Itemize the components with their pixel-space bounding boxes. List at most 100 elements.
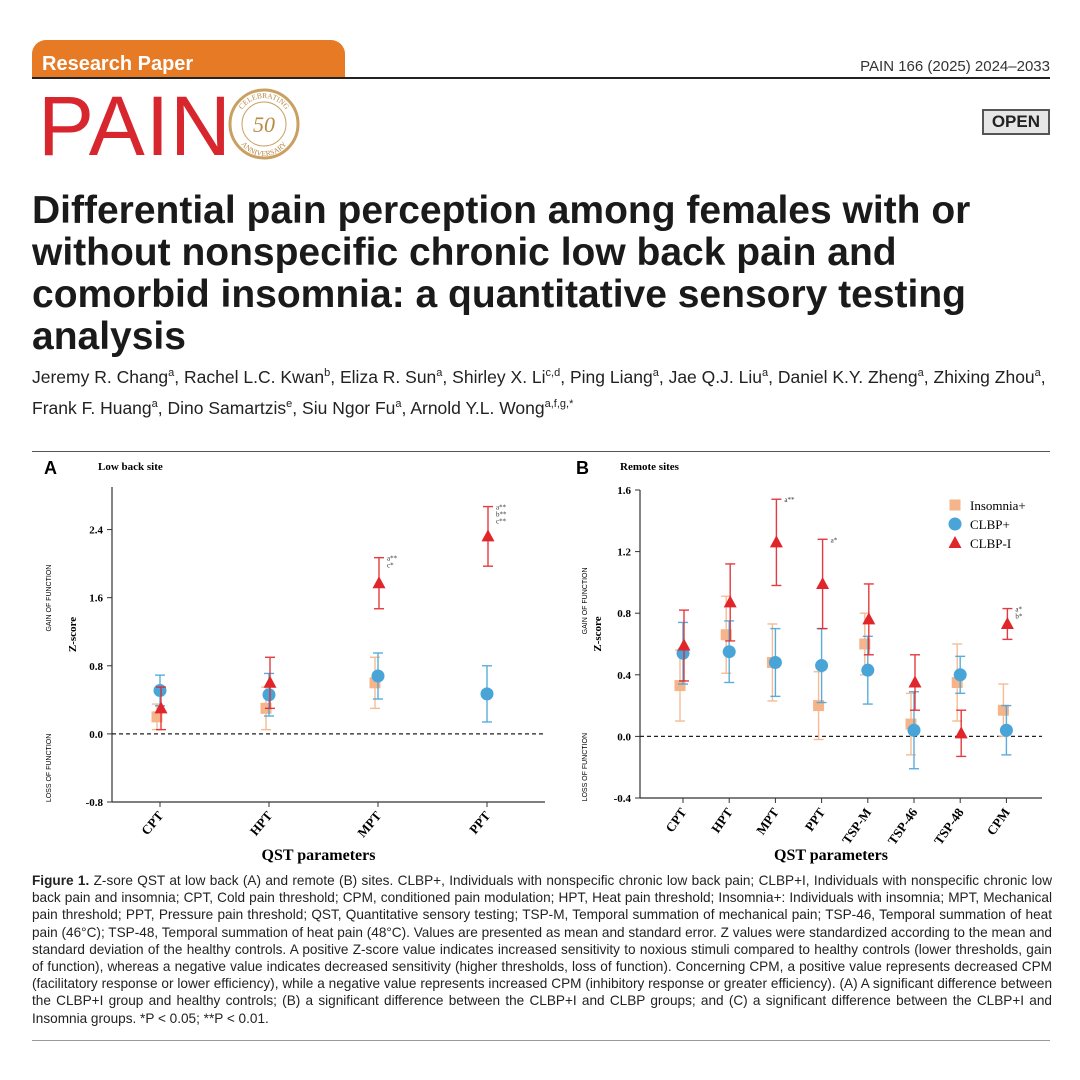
marker	[905, 718, 917, 730]
x-tick-label: CPT	[138, 808, 166, 838]
y-axis-label: Z-score	[592, 616, 604, 651]
author-name: Zhixing Zhou	[933, 366, 1035, 387]
author-list: Jeremy R. Changa Rachel L.C. Kwanb Eliza…	[32, 360, 1062, 422]
marker	[720, 629, 732, 641]
author: Arnold Y.L. Wonga,f,g,*	[410, 398, 573, 418]
y-tick-label: -0.4	[614, 793, 632, 805]
legend-label: Insomnia+	[970, 498, 1026, 513]
author: Ping Lianga	[570, 367, 664, 387]
rule	[32, 451, 1050, 452]
marker	[371, 669, 385, 683]
gain-label: GAIN OF FUNCTION	[582, 567, 589, 634]
y-tick-label: 1.6	[89, 593, 103, 605]
author-affiliation: b	[324, 367, 331, 379]
author-affiliation: e	[286, 397, 293, 410]
marker	[907, 723, 921, 737]
marker	[677, 638, 691, 651]
author: Dino Samartzise	[168, 398, 298, 418]
author: Jeremy R. Changa	[32, 367, 179, 387]
legend-marker	[949, 499, 961, 511]
x-tick-label: HPT	[708, 805, 736, 836]
marker	[154, 701, 168, 714]
section-label: Research Paper	[32, 40, 345, 77]
author: Rachel L.C. Kwanb	[184, 367, 335, 387]
y-tick-label: 1.2	[617, 547, 631, 559]
y-axis-label: Z-score	[67, 617, 79, 652]
journal-logo: PAIN	[38, 79, 232, 173]
marker	[262, 688, 276, 702]
marker	[1000, 616, 1014, 629]
x-axis-label: QST parameters	[262, 847, 376, 864]
y-tick-label: 0.0	[89, 729, 103, 741]
significance-label: a**	[784, 496, 795, 504]
marker	[954, 726, 968, 739]
x-tick-label: PPT	[466, 808, 493, 837]
emblem-ring	[228, 88, 300, 160]
author-name: Frank F. Huang	[32, 397, 152, 418]
author-name: Shirley X. Li	[452, 366, 546, 387]
caption-text: Z-sore QST at low back (A) and remote (B…	[32, 873, 1053, 1026]
marker	[369, 677, 381, 689]
author-affiliation: a	[652, 367, 659, 379]
significance-label: b*	[1015, 613, 1023, 621]
marker	[816, 576, 830, 589]
emblem-top: CELEBRATING	[237, 91, 292, 112]
marker	[481, 529, 495, 542]
marker	[997, 704, 1009, 716]
author-affiliation: a	[436, 367, 443, 379]
gain-label: GAIN OF FUNCTION	[46, 565, 53, 632]
article-title: Differential pain perception among femal…	[32, 189, 971, 358]
x-tick-label: TSP-46	[885, 805, 921, 848]
panel-letter: A	[44, 458, 57, 478]
author-name: Arnold Y.L. Wong	[410, 397, 545, 418]
legend-marker	[948, 536, 962, 548]
author: Eliza R. Suna	[340, 367, 447, 387]
x-tick-label: CPT	[662, 805, 689, 835]
y-tick-label: 0.8	[89, 661, 103, 673]
y-tick-label: 0.4	[617, 670, 631, 682]
y-tick-label: 0.0	[617, 731, 631, 743]
marker	[908, 675, 922, 688]
significance-label: c*	[387, 562, 394, 570]
author-name: Eliza R. Sun	[340, 366, 437, 387]
marker	[723, 595, 737, 608]
marker	[768, 655, 782, 669]
open-badge: OPEN	[981, 109, 1050, 135]
legend-marker	[948, 517, 962, 531]
marker	[951, 677, 963, 688]
marker	[862, 612, 876, 625]
chart-subtitle: Low back site	[98, 461, 163, 473]
marker	[263, 675, 277, 688]
caption-label: Figure 1.	[32, 873, 90, 888]
marker	[153, 683, 167, 697]
author: Shirley X. Lic,d	[452, 367, 565, 387]
emblem-bottom: ANNIVERSARY	[240, 139, 289, 158]
rule	[32, 1040, 1050, 1041]
author: Frank F. Huanga	[32, 398, 163, 418]
legend-label: CLBP+	[970, 517, 1010, 532]
author-name: Jeremy R. Chang	[32, 366, 169, 387]
x-tick-label: HPT	[247, 808, 276, 838]
author-affiliation: a,f,g,*	[544, 397, 574, 410]
significance-label: b**	[496, 511, 507, 519]
x-tick-label: PPT	[802, 805, 829, 834]
author-name: Rachel L.C. Kwan	[184, 366, 325, 387]
x-tick-label: TSP-48	[931, 805, 967, 848]
y-tick-label: 1.6	[617, 485, 631, 497]
emblem: CELEBRATING ANNIVERSARY 50	[228, 88, 300, 160]
author-affiliation: a	[151, 397, 158, 410]
emblem-ring	[241, 101, 287, 147]
marker	[722, 645, 736, 659]
author-name: Siu Ngor Fu	[302, 397, 396, 418]
marker	[953, 668, 967, 682]
author: Zhixing Zhoua	[934, 367, 1046, 387]
rule	[32, 77, 1050, 79]
author-name: Dino Samartzis	[167, 397, 287, 418]
marker	[151, 711, 163, 723]
legend-label: CLBP-I	[970, 536, 1011, 551]
significance-label: a**	[496, 504, 507, 512]
marker	[813, 700, 825, 712]
author-affiliation: a	[168, 367, 175, 379]
marker	[674, 680, 686, 692]
